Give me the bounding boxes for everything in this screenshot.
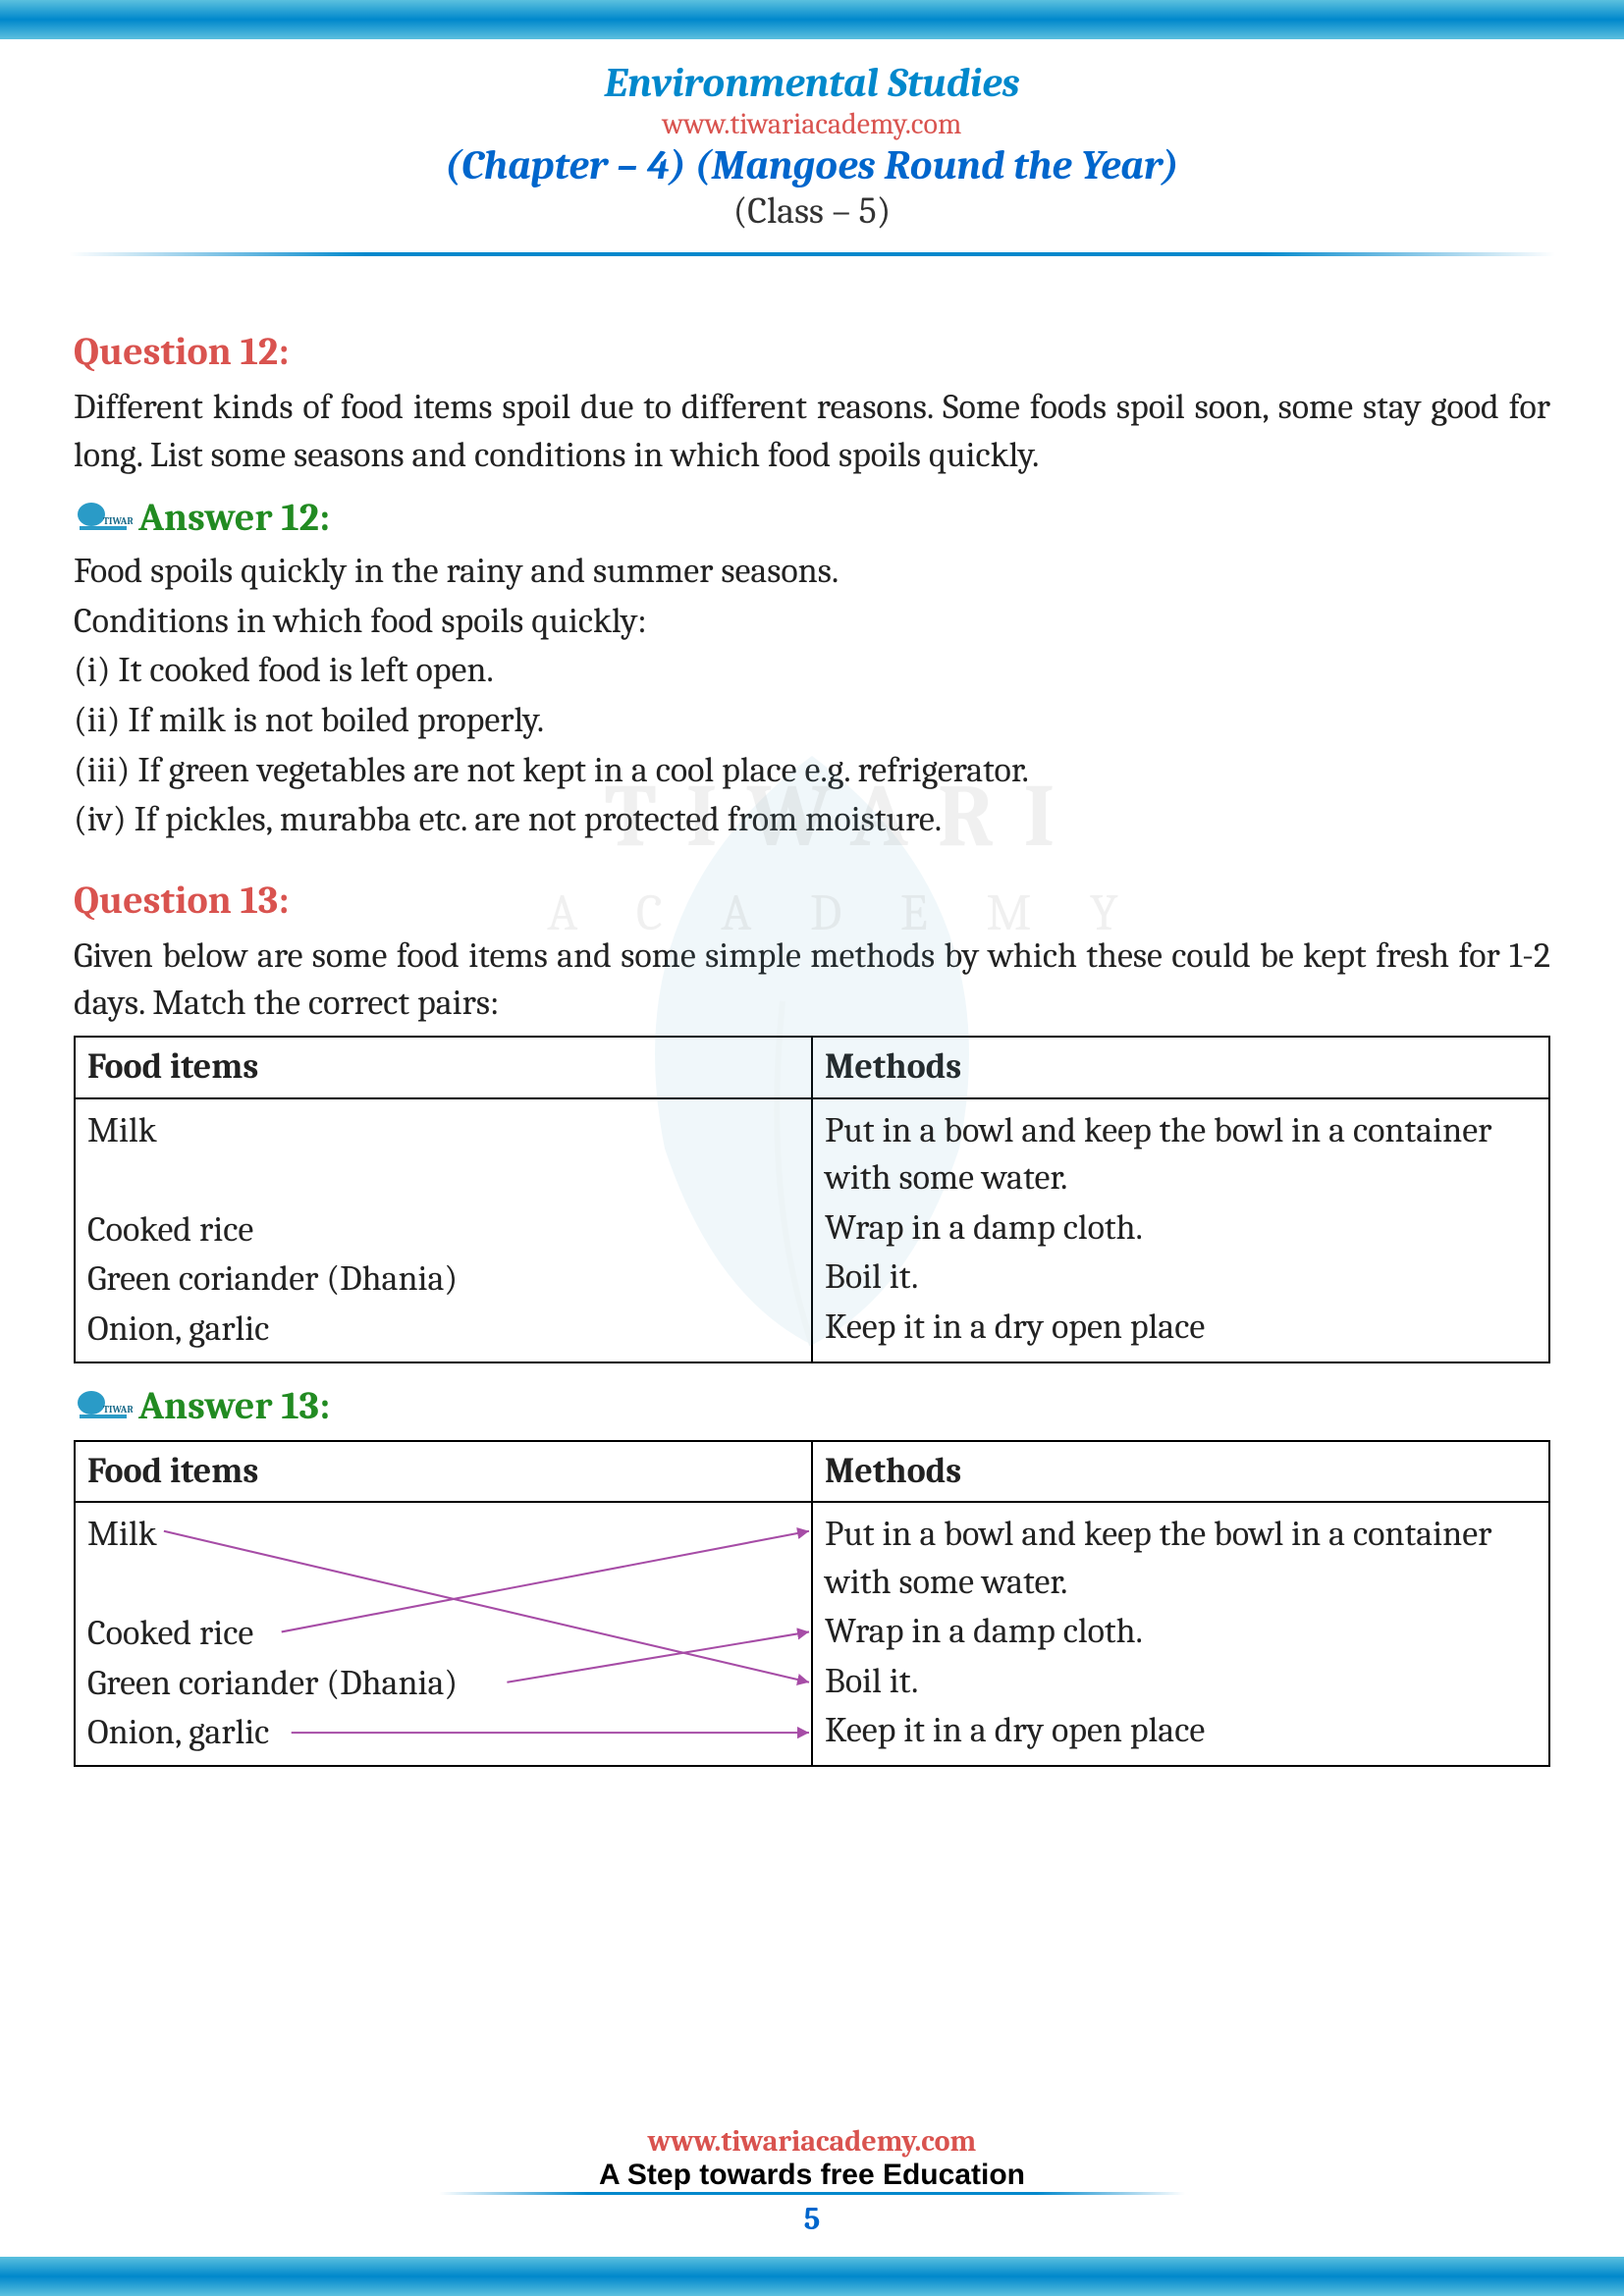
answer-13-label: Answer 13: bbox=[138, 1379, 330, 1432]
q13-item: Green coriander (Dhania) bbox=[87, 1255, 799, 1304]
a13-item: Green coriander (Dhania) bbox=[87, 1660, 799, 1708]
a13-col1-header: Food items bbox=[75, 1441, 812, 1503]
a13-method: Put in a bowl and keep the bowl in a con… bbox=[825, 1511, 1537, 1606]
q13-item: Onion, garlic bbox=[87, 1306, 799, 1354]
a13-method: Keep it in a dry open place bbox=[825, 1707, 1537, 1755]
q13-item: Cooked rice bbox=[87, 1206, 799, 1255]
question-12-text: Different kinds of food items spoil due … bbox=[74, 384, 1550, 479]
a13-methods-cell: Put in a bowl and keep the bowl in a con… bbox=[812, 1502, 1549, 1766]
question-12-label: Question 12: bbox=[74, 325, 1550, 378]
class-label: (Class – 5) bbox=[0, 189, 1624, 233]
q13-col1-header: Food items bbox=[75, 1037, 812, 1098]
spacer bbox=[87, 1561, 799, 1609]
q13-items-cell: Milk Cooked rice Green coriander (Dhania… bbox=[75, 1098, 812, 1362]
footer-tagline: A Step towards free Education bbox=[0, 2159, 1624, 2192]
q13-methods-cell: Put in a bowl and keep the bowl in a con… bbox=[812, 1098, 1549, 1362]
answer-13-header: TIWARI Answer 13: bbox=[74, 1379, 1550, 1432]
main-content: Question 12: Different kinds of food ite… bbox=[0, 256, 1624, 1767]
q13-table: Food items Methods Milk Cooked rice Gree… bbox=[74, 1036, 1550, 1363]
a13-method: Boil it. bbox=[825, 1658, 1537, 1706]
a13-item: Cooked rice bbox=[87, 1610, 799, 1658]
q13-item: Milk bbox=[87, 1107, 799, 1155]
answer-12-line: (iii) If green vegetables are not kept i… bbox=[74, 747, 1550, 795]
q13-method: Put in a bowl and keep the bowl in a con… bbox=[825, 1107, 1537, 1202]
answer-12-line: (ii) If milk is not boiled properly. bbox=[74, 697, 1550, 745]
subject-title: Environmental Studies bbox=[0, 59, 1624, 107]
a13-items-cell: Milk Cooked rice Green coriander (Dhania… bbox=[75, 1502, 812, 1766]
answer-12-body: Food spoils quickly in the rainy and sum… bbox=[74, 548, 1550, 844]
header-url: www.tiwariacademy.com bbox=[0, 107, 1624, 141]
footer-url: www.tiwariacademy.com bbox=[0, 2124, 1624, 2159]
page-number: 5 bbox=[0, 2201, 1624, 2237]
tiwari-logo-icon: TIWARI bbox=[74, 501, 133, 534]
q13-method: Keep it in a dry open place bbox=[825, 1304, 1537, 1352]
tiwari-logo-icon: TIWARI bbox=[74, 1389, 133, 1422]
svg-text:TIWARI: TIWARI bbox=[103, 1404, 133, 1415]
question-13-label: Question 13: bbox=[74, 874, 1550, 927]
question-13-text: Given below are some food items and some… bbox=[74, 933, 1550, 1028]
answer-12-line: Food spoils quickly in the rainy and sum… bbox=[74, 548, 1550, 596]
a13-item: Onion, garlic bbox=[87, 1709, 799, 1757]
answer-12-line: Conditions in which food spoils quickly: bbox=[74, 598, 1550, 646]
q13-col2-header: Methods bbox=[812, 1037, 1549, 1098]
svg-text:TIWARI: TIWARI bbox=[103, 515, 133, 527]
page-footer: www.tiwariacademy.com A Step towards fre… bbox=[0, 2124, 1624, 2237]
bottom-gradient-bar bbox=[0, 2257, 1624, 2296]
answer-12-header: TIWARI Answer 12: bbox=[74, 491, 1550, 544]
top-gradient-bar bbox=[0, 0, 1624, 39]
a13-table: Food items Methods Milk Cooked rice Gree… bbox=[74, 1440, 1550, 1768]
a13-method: Wrap in a damp cloth. bbox=[825, 1608, 1537, 1656]
answer-12-line: (i) It cooked food is left open. bbox=[74, 647, 1550, 695]
q13-method: Boil it. bbox=[825, 1254, 1537, 1302]
footer-divider-icon bbox=[439, 2192, 1185, 2195]
chapter-title: (Chapter – 4) (Mangoes Round the Year) bbox=[0, 141, 1624, 189]
a13-item: Milk bbox=[87, 1511, 799, 1559]
answer-12-line: (iv) If pickles, murabba etc. are not pr… bbox=[74, 796, 1550, 844]
answer-12-label: Answer 12: bbox=[138, 491, 330, 544]
q13-method: Wrap in a damp cloth. bbox=[825, 1204, 1537, 1253]
spacer bbox=[87, 1156, 799, 1204]
a13-col2-header: Methods bbox=[812, 1441, 1549, 1503]
